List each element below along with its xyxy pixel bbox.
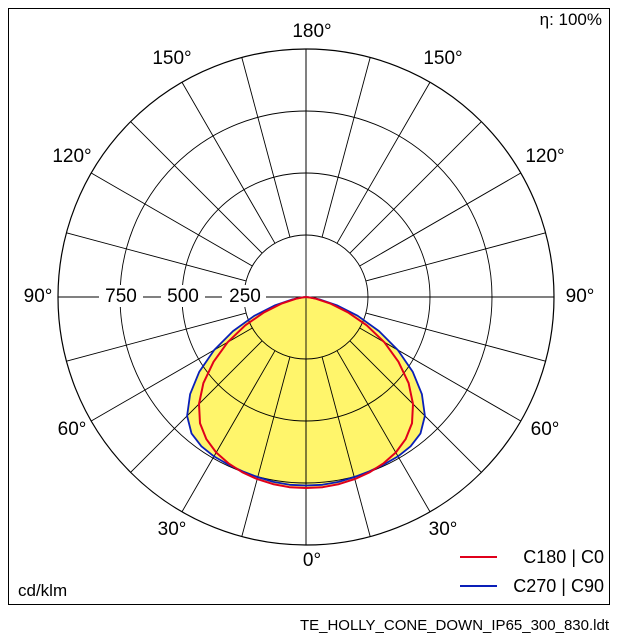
angle-label-150-left: 150°	[152, 48, 191, 69]
grid-spoke-120-left	[91, 172, 253, 267]
series-curves	[186, 296, 426, 489]
grid-spoke-150-left	[181, 82, 276, 244]
angle-label-150-right: 150°	[423, 48, 462, 69]
angle-label-0: 0°	[303, 550, 321, 571]
radial-label-bg-250	[222, 285, 266, 307]
grid-spoke-75-left	[66, 312, 247, 362]
grid-spoke-45-right	[349, 340, 482, 473]
grid-spoke-60-right	[359, 327, 521, 422]
grid-spoke-150-right	[336, 82, 431, 244]
radial-label-bg-500	[161, 285, 205, 307]
series-line-c270-c90	[186, 296, 426, 487]
angle-label-120-right: 120°	[525, 146, 564, 167]
radial-label-bg-750	[99, 285, 143, 307]
angle-label-90-left: 90°	[24, 286, 53, 307]
legend-label-c180-c0: C180 | C0	[523, 547, 604, 567]
angle-label-90-right: 90°	[566, 286, 595, 307]
series-line-c180-c0	[198, 296, 414, 489]
unit-label: cd/klm	[18, 581, 67, 600]
grid-spoke-120-right	[359, 172, 521, 267]
grid-spoke-30-right	[336, 350, 431, 512]
grid-spoke-45-left	[130, 340, 263, 473]
grid-spoke-75-right	[365, 312, 546, 362]
grid-spoke-105-left	[66, 232, 247, 282]
polar-grid	[57, 48, 555, 546]
angle-label-30-right: 30°	[429, 519, 458, 540]
grid-circle-1000	[57, 48, 555, 546]
efficiency-label: η: 100%	[540, 10, 602, 29]
grid-spoke-15-left	[241, 356, 291, 537]
grid-spoke-15-right	[321, 356, 371, 537]
radial-tick-750: 750	[105, 286, 137, 307]
legend: C180 | C0 C270 | C90	[460, 547, 604, 596]
grid-spoke-135-right	[349, 121, 482, 254]
grid-spoke-60-left	[91, 327, 253, 422]
radial-tick-500: 500	[167, 286, 199, 307]
radial-tick-250: 250	[229, 286, 261, 307]
angle-label-60-left: 60°	[58, 419, 87, 440]
grid-spoke-30-left	[181, 350, 276, 512]
angle-label-180: 180°	[292, 21, 331, 42]
grid-spoke-165-right	[321, 57, 371, 238]
grid-spoke-105-right	[365, 232, 546, 282]
angle-label-30-left: 30°	[158, 519, 187, 540]
grid-spoke-165-left	[241, 57, 291, 238]
angle-label-60-right: 60°	[531, 419, 560, 440]
grid-spoke-135-left	[130, 121, 263, 254]
legend-label-c270-c90: C270 | C90	[513, 576, 604, 596]
filename-label: TE_HOLLY_CONE_DOWN_IP65_300_830.ldt	[300, 617, 610, 634]
angle-label-120-left: 120°	[52, 146, 91, 167]
chart-frame	[8, 8, 610, 605]
